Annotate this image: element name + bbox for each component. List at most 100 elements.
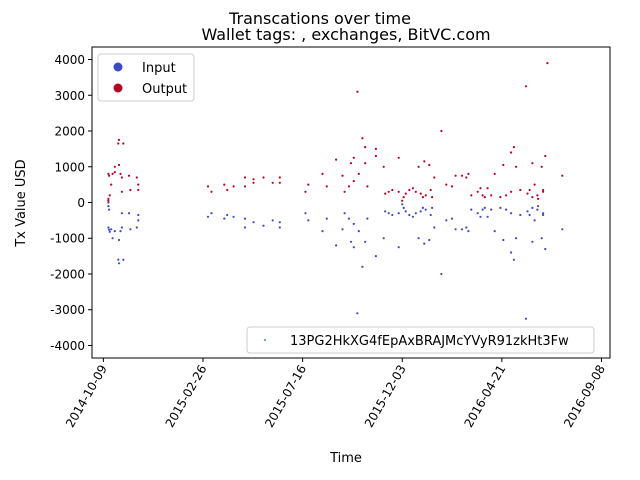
input-point (387, 212, 390, 215)
output-point (433, 176, 436, 179)
input-point (465, 226, 468, 229)
input-point (510, 212, 513, 215)
input-point (544, 247, 547, 251)
output-point (107, 199, 110, 202)
input-point (440, 272, 443, 276)
output-point (402, 196, 405, 199)
output-point (419, 192, 422, 195)
output-point (561, 174, 564, 177)
input-point (127, 212, 131, 215)
input-point (384, 210, 387, 213)
y-tick-label: 2000 (54, 125, 85, 139)
input-point (391, 213, 394, 217)
output-point (271, 181, 274, 184)
input-point (424, 208, 427, 211)
input-point (347, 217, 350, 220)
output-point (278, 176, 281, 179)
input-point (454, 228, 457, 231)
output-point (546, 62, 549, 65)
input-point (120, 226, 123, 229)
input-point (262, 224, 265, 227)
output-point (113, 165, 116, 168)
output-point (252, 178, 255, 181)
output-point (486, 187, 489, 190)
output-point (307, 183, 310, 186)
output-point (262, 176, 265, 179)
y-tick-label: -2000 (50, 267, 85, 281)
input-point (524, 317, 528, 320)
output-point (113, 171, 116, 174)
output-point (470, 194, 473, 197)
output-point (135, 176, 138, 179)
output-point (423, 160, 426, 163)
input-point (206, 215, 210, 218)
legend-address-label: 13PG2HkXG4fEpAxBRAJMcYVyR91zkHt3Fw (290, 334, 569, 349)
input-point (107, 201, 110, 204)
input-point (502, 238, 505, 242)
output-point (481, 194, 484, 197)
input-point (364, 240, 367, 243)
output-point (531, 196, 534, 199)
output-point (460, 174, 464, 177)
input-point (271, 219, 274, 222)
output-point (519, 188, 522, 192)
output-point (528, 188, 531, 192)
output-point (428, 163, 431, 167)
output-point (119, 172, 122, 175)
input-point (111, 237, 114, 240)
output-point (404, 192, 407, 195)
output-point (454, 174, 457, 177)
output-point (499, 196, 502, 199)
chart-title: Transcations over time (228, 9, 411, 28)
output-point (352, 156, 355, 159)
output-point (223, 183, 226, 186)
input-point (382, 237, 385, 240)
input-point (117, 258, 120, 261)
output-point (243, 185, 247, 188)
output-point (411, 187, 414, 190)
legend-address-marker (264, 339, 266, 341)
input-point (243, 217, 247, 220)
output-point (343, 190, 346, 193)
legend-output-label: Output (142, 82, 187, 97)
output-point (431, 196, 434, 199)
output-point (252, 181, 255, 184)
output-point (544, 154, 547, 158)
output-point (349, 162, 353, 165)
output-point (341, 174, 344, 177)
input-point (540, 237, 543, 240)
output-point (450, 185, 454, 188)
output-point (542, 190, 545, 193)
output-point (321, 172, 324, 175)
output-point (465, 176, 468, 179)
input-point (537, 205, 540, 208)
input-point (341, 228, 344, 231)
output-point (408, 188, 411, 192)
output-point (366, 185, 369, 188)
input-point (356, 312, 359, 315)
output-point (502, 163, 505, 167)
input-point (278, 221, 281, 224)
output-point (117, 138, 121, 141)
input-point (129, 228, 132, 231)
input-point (505, 208, 508, 211)
input-point (510, 251, 513, 254)
input-point (119, 230, 122, 233)
output-point (352, 180, 355, 183)
output-point (382, 165, 385, 168)
input-point (433, 226, 436, 229)
input-point (421, 206, 424, 209)
output-point (515, 165, 518, 168)
data-points (107, 62, 564, 320)
output-point (361, 137, 364, 140)
input-point (321, 230, 324, 233)
output-point (127, 174, 131, 177)
input-point (493, 230, 496, 233)
y-tick-label: -3000 (50, 303, 85, 317)
input-point (117, 238, 121, 242)
input-point (325, 217, 328, 220)
input-point (476, 212, 479, 215)
output-point (531, 162, 534, 165)
input-point (108, 208, 111, 211)
